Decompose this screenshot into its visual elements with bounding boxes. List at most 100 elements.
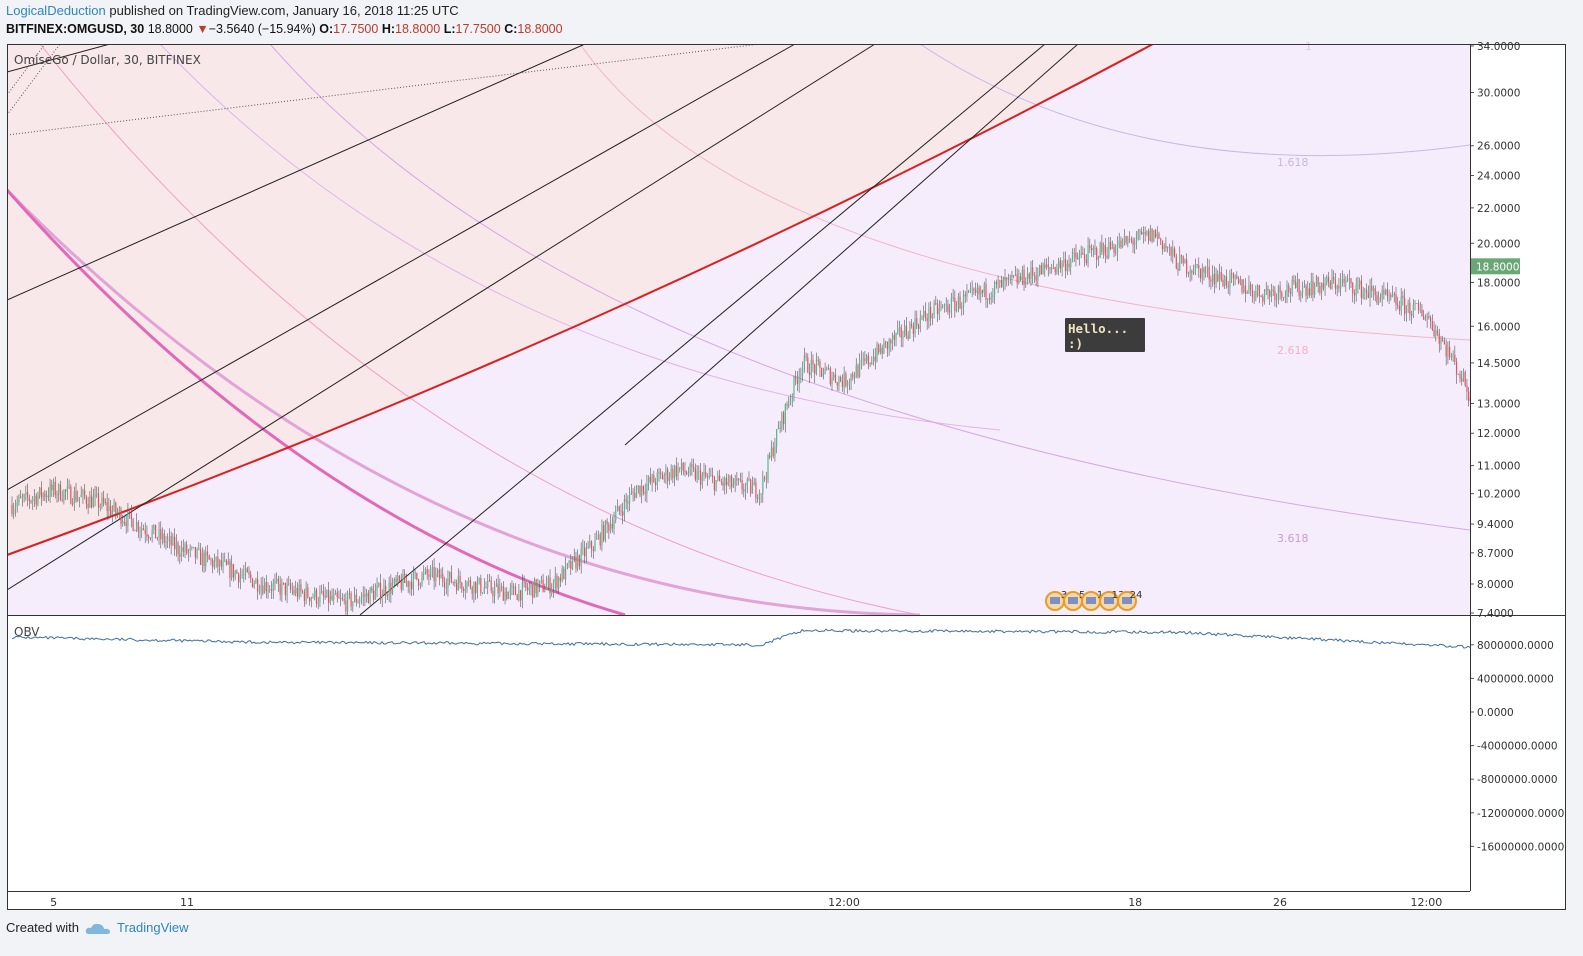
- candle-body: [1360, 280, 1362, 298]
- event-icons[interactable]: 3 5 1 13 24: [1045, 590, 1142, 611]
- candle-body: [154, 524, 157, 539]
- candle-body: [1061, 262, 1063, 269]
- candle-body: [196, 548, 198, 558]
- candle-body: [592, 549, 594, 551]
- candle-body: [94, 493, 96, 498]
- candle-body: [506, 591, 508, 599]
- candle-body: [345, 600, 347, 612]
- candle-body: [622, 511, 624, 516]
- candle-body: [71, 503, 74, 505]
- candle-body: [746, 479, 748, 486]
- candle-body: [1104, 245, 1106, 256]
- candle-body: [528, 587, 530, 591]
- candle-body: [1286, 285, 1288, 296]
- candle-body: [305, 587, 307, 601]
- candle-body: [248, 572, 250, 575]
- candle-body: [1295, 282, 1297, 288]
- candle-body: [751, 485, 754, 494]
- time-tick-label: 26: [1273, 896, 1287, 909]
- candle-body: [42, 493, 44, 498]
- candle-body: [308, 597, 311, 602]
- candle-body: [442, 574, 444, 582]
- candle-body: [867, 355, 869, 365]
- candle-body: [677, 467, 679, 477]
- candle-body: [199, 548, 202, 565]
- candle-body: [212, 559, 214, 568]
- candle-body: [1094, 247, 1096, 249]
- candle-body: [1179, 255, 1181, 271]
- candle-body: [1454, 354, 1456, 362]
- candle-body: [1218, 272, 1221, 282]
- candle-body: [329, 595, 331, 603]
- candle-body: [846, 383, 849, 386]
- candle-body: [1371, 286, 1373, 291]
- candle-body: [736, 478, 738, 481]
- candle-body: [1577, 377, 1578, 382]
- candle-body: [1078, 255, 1081, 260]
- candle-body: [682, 462, 684, 471]
- annotation-box[interactable]: Hello... :): [1065, 318, 1145, 352]
- candle-body: [37, 495, 39, 505]
- author-link[interactable]: LogicalDeduction: [6, 3, 106, 18]
- time-tick-label: 12:00: [828, 896, 860, 909]
- obv-pane[interactable]: [7, 616, 1470, 891]
- candle-body: [1106, 255, 1108, 258]
- tradingview-brand-link[interactable]: TradingView: [116, 920, 189, 935]
- price-axis[interactable]: [1470, 44, 1566, 910]
- time-axis[interactable]: [7, 891, 1470, 910]
- candle-body: [1303, 286, 1305, 287]
- candle-body: [942, 305, 944, 307]
- candle-body: [1284, 295, 1286, 298]
- candle-body: [1343, 278, 1345, 283]
- candle-body: [469, 580, 472, 588]
- annotation-line-2: :): [1068, 336, 1083, 351]
- candle-body: [917, 325, 920, 329]
- candle-body: [407, 581, 409, 587]
- time-tick-label: 5: [50, 896, 57, 909]
- candle-body: [1324, 283, 1326, 289]
- candle-body: [244, 568, 247, 575]
- candle-body: [409, 581, 411, 587]
- candle-body: [1378, 297, 1380, 304]
- candle-body: [738, 479, 740, 481]
- candle-body: [58, 484, 60, 495]
- candle-body: [142, 528, 145, 530]
- candle-body: [372, 590, 375, 600]
- candle-body: [1045, 264, 1048, 268]
- candle-body: [931, 314, 933, 319]
- candle-body: [876, 344, 878, 362]
- candle-body: [331, 595, 333, 600]
- candle-body: [845, 373, 847, 386]
- candle-body: [895, 333, 897, 340]
- candle-body: [1071, 252, 1074, 261]
- candle-body: [378, 582, 380, 586]
- candle-body: [544, 589, 546, 592]
- candle-body: [1359, 280, 1361, 285]
- candle-body: [1410, 314, 1413, 316]
- candle-body: [760, 493, 762, 495]
- candle-body: [1108, 241, 1110, 258]
- candle-body: [1357, 284, 1359, 286]
- candle-body: [1381, 290, 1383, 299]
- candle-body: [1130, 239, 1132, 241]
- candle-body: [805, 355, 807, 358]
- candle-body: [366, 592, 368, 597]
- candle-body: [1173, 248, 1176, 257]
- candle-body: [770, 447, 773, 458]
- candle-body: [516, 594, 518, 600]
- candle-body: [919, 317, 921, 329]
- candle-body: [123, 521, 126, 523]
- candle-body: [206, 551, 209, 556]
- candle-body: [632, 492, 634, 493]
- candle-body: [840, 377, 842, 382]
- candle-body: [1070, 260, 1072, 268]
- price-tick-label: 12.0000: [1477, 428, 1520, 440]
- candle-body: [1160, 238, 1162, 241]
- candle-body: [1189, 270, 1191, 274]
- candle-body: [968, 291, 970, 293]
- candle-body: [777, 427, 779, 430]
- event-flag-inner: [1104, 597, 1114, 604]
- candle-body: [130, 511, 132, 520]
- candle-body: [283, 582, 285, 584]
